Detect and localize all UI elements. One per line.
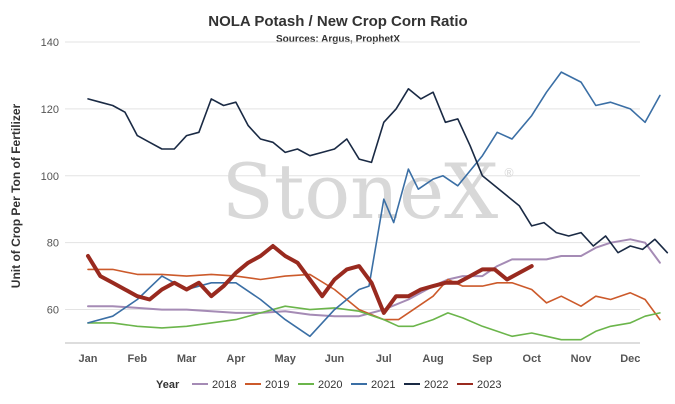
legend-item-2020: 2020 — [298, 379, 342, 391]
series-line-2021 — [87, 71, 661, 338]
legend: Year 2018 2019 2020 2021 2022 2023 — [156, 379, 501, 391]
watermark-registered-mark: ® — [503, 166, 515, 180]
x-tick-label-nov: Nov — [571, 353, 593, 365]
chart-title: NOLA Potash / New Crop Corn Ratio — [208, 13, 467, 30]
y-axis-label: Unit of Crop Per Ton of Fertilizer — [9, 103, 23, 288]
y-tick-label-100: 100 — [41, 171, 59, 183]
y-tick-label-140: 140 — [41, 37, 59, 49]
x-tick-label-jun: Jun — [325, 353, 345, 365]
x-tick-label-aug: Aug — [422, 353, 443, 365]
series-line-2020 — [87, 305, 661, 341]
x-tick-label-mar: Mar — [177, 353, 197, 365]
legend-item-2023: 2023 — [457, 379, 501, 391]
series-line-2018 — [87, 238, 661, 318]
legend-label-2019: 2019 — [265, 379, 289, 391]
legend-title: Year — [156, 379, 180, 391]
legend-label-2022: 2022 — [424, 379, 448, 391]
legend-label-2020: 2020 — [318, 379, 342, 391]
legend-label-2018: 2018 — [212, 379, 236, 391]
grid-layer — [65, 41, 640, 344]
y-tick-label-80: 80 — [47, 238, 59, 250]
legend-label-2023: 2023 — [477, 379, 501, 391]
y-tick-label-60: 60 — [47, 305, 59, 317]
legend-item-2021: 2021 — [351, 379, 395, 391]
tick-layer: 60 80 100 120 140 Jan Feb Mar Apr May Jun Jul Aug Sep… — [41, 37, 641, 365]
watermark-stonex: StoneX — [222, 147, 498, 236]
y-tick-label-120: 120 — [41, 104, 59, 116]
chart-subtitle: Sources: Argus, ProphetX — [276, 34, 400, 45]
legend-item-2022: 2022 — [404, 379, 448, 391]
x-tick-label-jan: Jan — [79, 353, 98, 365]
legend-item-2018: 2018 — [192, 379, 236, 391]
series-layer — [86, 71, 669, 341]
x-tick-label-dec: Dec — [620, 353, 640, 365]
x-tick-label-sep: Sep — [472, 353, 492, 365]
watermark-layer: StoneX ® — [222, 147, 515, 236]
x-tick-label-may: May — [274, 353, 296, 365]
x-tick-label-oct: Oct — [523, 353, 542, 365]
series-line-2019 — [87, 268, 661, 321]
x-tick-label-feb: Feb — [128, 353, 148, 365]
series-line-2023 — [86, 244, 534, 315]
x-tick-label-apr: Apr — [226, 353, 246, 365]
legend-label-2021: 2021 — [371, 379, 395, 391]
series-line-2022 — [87, 88, 669, 254]
legend-item-2019: 2019 — [245, 379, 289, 391]
x-tick-label-jul: Jul — [376, 353, 392, 365]
